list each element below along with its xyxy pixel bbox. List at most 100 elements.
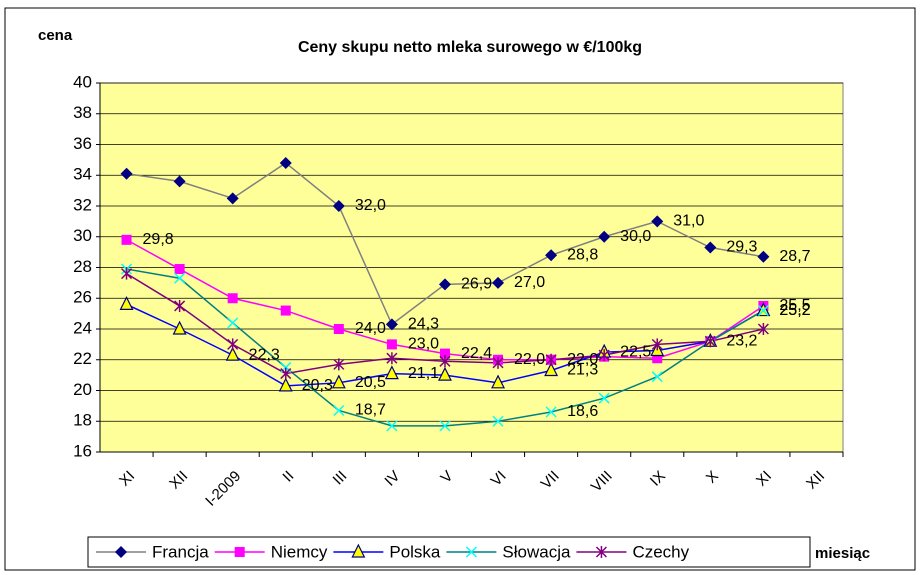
data-point xyxy=(333,358,345,371)
data-point xyxy=(598,230,611,243)
data-point xyxy=(280,367,292,380)
y-tick-label: 32 xyxy=(73,195,92,214)
y-tick-label: 30 xyxy=(73,226,92,245)
data-label: 22,5 xyxy=(620,343,651,360)
data-label: 21,3 xyxy=(567,362,598,379)
data-label: 20,5 xyxy=(355,374,386,391)
data-point xyxy=(333,324,344,334)
data-point xyxy=(492,415,504,427)
data-point xyxy=(120,167,133,180)
data-point xyxy=(173,175,186,188)
legend-label: Czechy xyxy=(632,542,689,561)
data-point xyxy=(386,339,397,350)
data-point xyxy=(280,305,291,316)
data-point xyxy=(226,192,239,205)
data-point xyxy=(598,392,610,404)
data-point xyxy=(121,234,132,245)
data-label: 28,8 xyxy=(567,246,598,263)
data-point xyxy=(544,362,559,377)
data-point xyxy=(227,293,238,304)
data-point xyxy=(225,346,240,361)
data-point xyxy=(492,276,505,289)
data-point xyxy=(438,278,451,291)
data-label: 27,0 xyxy=(514,274,545,291)
y-tick-label: 28 xyxy=(73,257,92,276)
legend-label: Słowacja xyxy=(502,542,571,561)
data-label: 28,7 xyxy=(779,248,810,265)
data-point xyxy=(437,366,452,381)
data-point xyxy=(174,272,186,284)
data-label: 18,7 xyxy=(355,402,386,419)
data-label: 24,3 xyxy=(408,316,439,333)
y-tick-label: 36 xyxy=(73,134,92,153)
data-point xyxy=(174,264,185,275)
data-label: 29,8 xyxy=(143,231,174,248)
chart-title: Ceny skupu netto mleka surowego w €/100k… xyxy=(298,39,642,56)
y-tick-label: 38 xyxy=(73,103,92,122)
y-tick-label: 40 xyxy=(73,72,92,91)
data-point xyxy=(652,353,663,364)
data-label: 25,5 xyxy=(779,297,810,314)
legend-label: Niemcy xyxy=(271,542,328,561)
data-label: 22,3 xyxy=(249,346,280,363)
data-point xyxy=(333,404,345,417)
data-point xyxy=(651,371,663,383)
legend-marker xyxy=(351,543,366,558)
x-axis-label: miesiąc xyxy=(815,545,870,562)
data-label: 22,0 xyxy=(514,351,545,368)
data-point xyxy=(121,267,133,280)
y-tick-label: 16 xyxy=(73,441,92,460)
data-point xyxy=(331,374,346,389)
data-label: 25,2 xyxy=(779,302,810,319)
data-label: 31,0 xyxy=(673,213,704,230)
data-point xyxy=(704,335,716,348)
data-point xyxy=(172,320,187,335)
data-point xyxy=(651,338,663,351)
data-label: 23,2 xyxy=(726,333,757,350)
legend-marker xyxy=(465,546,477,558)
data-point xyxy=(332,200,345,212)
legend-label: Polska xyxy=(389,542,441,561)
y-tick-label: 24 xyxy=(73,318,92,337)
data-label: 25,2 xyxy=(779,302,810,319)
data-point xyxy=(439,420,451,432)
data-point xyxy=(491,374,506,389)
data-point xyxy=(757,323,769,335)
legend-marker xyxy=(115,546,127,558)
data-point xyxy=(386,420,398,432)
data-point xyxy=(545,406,557,418)
data-point xyxy=(757,305,769,317)
data-point xyxy=(598,349,610,362)
data-label: 32,0 xyxy=(355,197,386,214)
data-label: 18,6 xyxy=(567,403,598,420)
legend-marker xyxy=(234,547,245,557)
data-label: 29,3 xyxy=(726,239,757,256)
data-point xyxy=(227,338,239,351)
data-label: 26,9 xyxy=(461,276,492,293)
data-point xyxy=(278,377,293,392)
data-label: 23,0 xyxy=(408,336,439,353)
data-point xyxy=(757,250,770,263)
data-point xyxy=(704,241,717,254)
data-label: 20,3 xyxy=(302,377,333,394)
data-label: 24,0 xyxy=(355,320,386,337)
data-point xyxy=(439,355,451,368)
legend-marker xyxy=(595,546,607,558)
data-point xyxy=(545,249,558,262)
y-tick-label: 20 xyxy=(73,380,92,399)
y-tick-label: 18 xyxy=(73,411,92,430)
data-point xyxy=(492,356,504,369)
data-label: 22,4 xyxy=(461,345,492,362)
y-tick-label: 34 xyxy=(73,165,92,184)
data-point xyxy=(439,348,450,359)
data-point xyxy=(386,352,398,365)
data-label: 30,0 xyxy=(620,228,651,245)
y-tick-label: 26 xyxy=(73,288,92,307)
data-label: 21,1 xyxy=(408,365,439,382)
legend-label: Francja xyxy=(152,542,209,561)
y-tick-label: 22 xyxy=(73,349,92,368)
data-label: 22,0 xyxy=(567,351,598,368)
data-point xyxy=(384,365,399,380)
